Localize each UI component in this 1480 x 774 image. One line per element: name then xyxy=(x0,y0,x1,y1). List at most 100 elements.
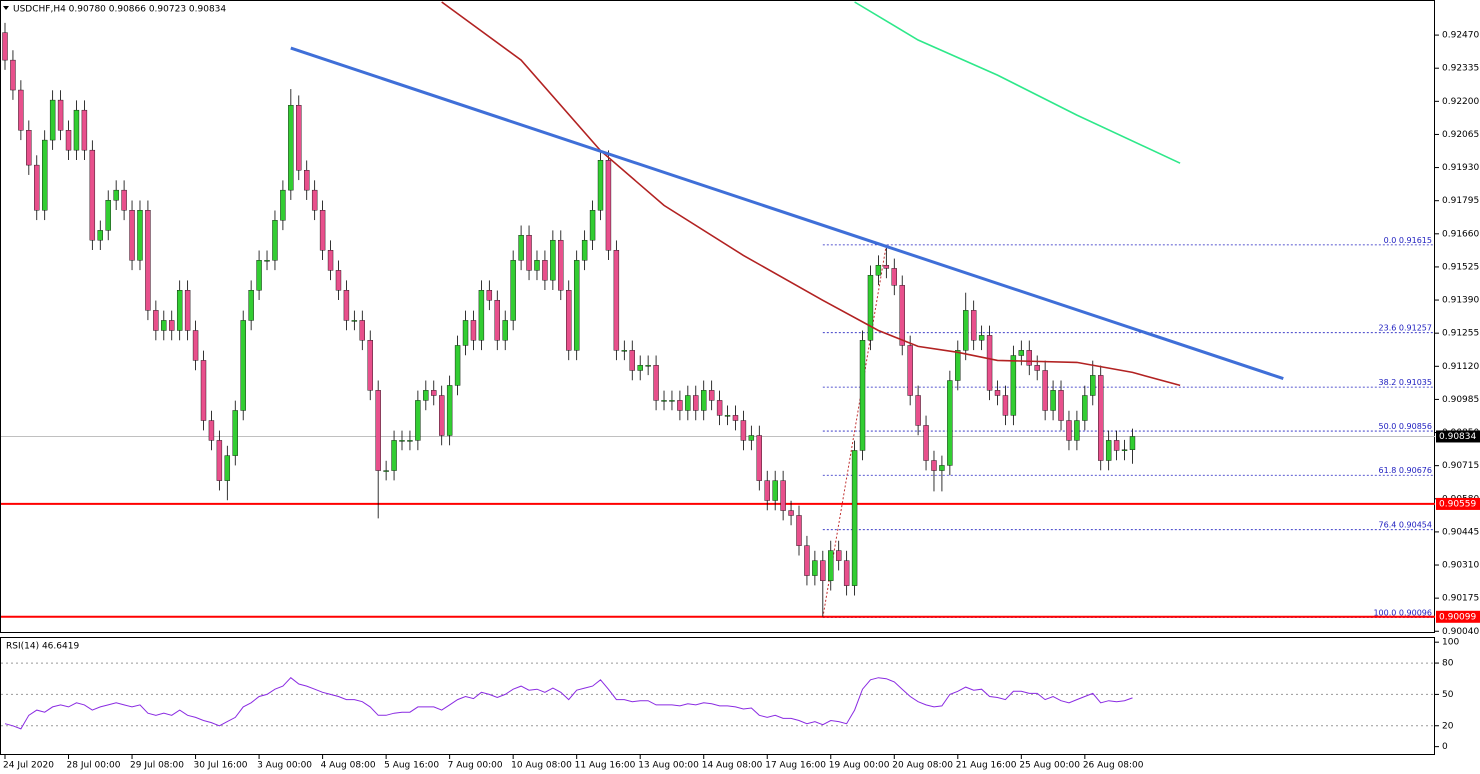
x-tick-label: 13 Aug 00:00 xyxy=(638,761,699,771)
candle-body xyxy=(10,59,16,91)
candle-body xyxy=(272,220,278,261)
candle-body xyxy=(1050,390,1056,411)
rsi-pane xyxy=(0,637,1435,755)
candle-body xyxy=(439,395,445,436)
candle-body xyxy=(81,109,88,151)
candle-body xyxy=(1058,390,1064,421)
price-tag-label: 0.90099 xyxy=(1439,612,1476,622)
candle-body xyxy=(510,260,516,321)
candle-body xyxy=(248,290,254,321)
candle-body xyxy=(923,425,929,461)
candle-body xyxy=(780,480,786,511)
indicator-line xyxy=(854,1,1181,164)
candle-body xyxy=(661,400,667,402)
x-tick-label: 5 Aug 16:00 xyxy=(384,761,439,771)
candle-body xyxy=(391,440,397,471)
x-tick-label: 30 Jul 16:00 xyxy=(194,761,248,771)
candle-body xyxy=(145,210,151,311)
candle-body xyxy=(804,545,810,576)
main-pane xyxy=(0,0,1435,633)
candle-body xyxy=(963,310,969,351)
candle-body xyxy=(26,130,32,166)
candle-body xyxy=(772,480,778,501)
candle-body xyxy=(383,470,389,472)
candle-body xyxy=(240,320,246,411)
fib-label: 61.8 0.90676 xyxy=(1379,466,1432,475)
candle-body xyxy=(454,345,461,386)
candle-body xyxy=(327,250,334,271)
y-tick-label: 0.92335 xyxy=(1442,64,1479,74)
candle-body xyxy=(732,415,739,421)
candle-body xyxy=(192,330,199,361)
candle-body xyxy=(915,395,921,426)
candle-body xyxy=(49,99,56,141)
candle-body xyxy=(256,260,262,291)
candle-body xyxy=(431,390,437,396)
fib-label: 76.4 0.90454 xyxy=(1379,520,1432,529)
fib-ratio: 23.6 xyxy=(1379,323,1397,332)
candle-body xyxy=(677,400,683,411)
y-tick-label: 0.92200 xyxy=(1442,97,1479,107)
candle-body xyxy=(1026,350,1032,366)
candle-body xyxy=(176,290,183,331)
fib-ratio: 61.8 xyxy=(1379,466,1397,475)
indicator-line xyxy=(290,46,1284,381)
candle-body xyxy=(1098,375,1104,461)
candle-body xyxy=(367,340,373,391)
candle-body xyxy=(740,420,747,441)
candle-body xyxy=(137,210,143,261)
y-tick-label: 0.90715 xyxy=(1442,461,1479,471)
candle-body xyxy=(597,160,604,211)
y-tick-label: 0.91795 xyxy=(1442,196,1479,206)
rsi-tick-label: 100 xyxy=(1442,638,1459,648)
candle-body xyxy=(764,480,770,501)
candle-body xyxy=(970,310,977,341)
price-tag-label: 0.90834 xyxy=(1439,432,1476,442)
candle-body xyxy=(97,230,103,241)
candle-body xyxy=(518,235,524,261)
candle-body xyxy=(415,400,421,441)
fib-trend xyxy=(822,244,887,618)
y-tick-label: 0.90445 xyxy=(1442,527,1479,537)
x-tick-label: 29 Jul 08:00 xyxy=(130,761,184,771)
x-tick-label: 7 Aug 00:00 xyxy=(448,761,503,771)
candle-body xyxy=(685,395,691,411)
candle-body xyxy=(534,260,540,271)
fib-label: 23.6 0.91257 xyxy=(1379,323,1432,332)
candle-body xyxy=(359,320,365,341)
fib-label: 50.0 0.90856 xyxy=(1379,422,1432,431)
candle-body xyxy=(224,455,231,481)
x-tick-label: 3 Aug 00:00 xyxy=(257,761,312,771)
candle-body xyxy=(129,210,135,261)
candle-body xyxy=(828,550,834,581)
candle-body xyxy=(153,310,159,331)
candle-body xyxy=(558,239,564,291)
candle-body xyxy=(1105,440,1112,461)
x-tick-label: 20 Aug 08:00 xyxy=(892,761,953,771)
fib-ratio: 38.2 xyxy=(1379,378,1397,387)
candle-body xyxy=(550,239,556,281)
candle-body xyxy=(955,350,961,381)
candle-body xyxy=(319,210,326,251)
fib-price: 0.90096 xyxy=(1399,608,1432,617)
candle-body xyxy=(65,130,72,151)
candle-body xyxy=(891,268,897,286)
candle-body xyxy=(859,340,866,451)
candle-body xyxy=(748,435,755,441)
y-tick-label: 0.91660 xyxy=(1442,229,1479,239)
candle-body xyxy=(875,265,882,276)
candle-body xyxy=(1082,395,1088,421)
rsi-tick-label: 20 xyxy=(1442,721,1454,731)
fib-label: 38.2 0.91035 xyxy=(1379,378,1432,387)
candle-body xyxy=(1034,365,1040,371)
candle-body xyxy=(34,164,40,211)
x-tick-label: 26 Aug 08:00 xyxy=(1083,761,1144,771)
candle-body xyxy=(994,390,1001,396)
x-tick-label: 4 Aug 08:00 xyxy=(321,761,376,771)
candle-body xyxy=(2,32,8,61)
candle-body xyxy=(121,189,127,211)
candle-body xyxy=(883,265,890,269)
candle-body xyxy=(1074,420,1080,441)
